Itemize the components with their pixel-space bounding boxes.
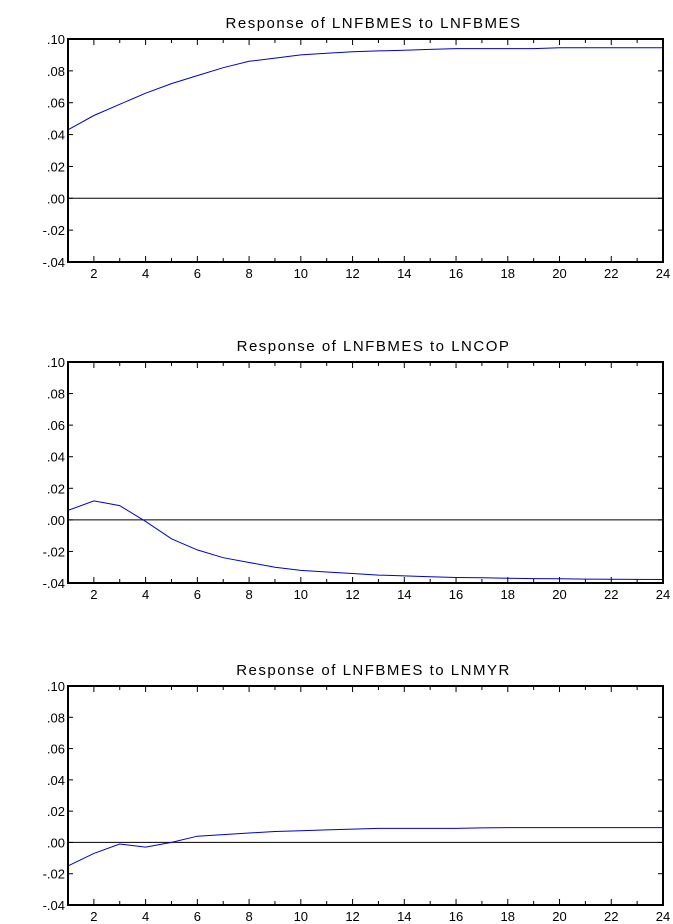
y-tick-label: .10 [47,32,65,47]
x-tick-label: 6 [194,909,201,924]
y-tick-label: -.04 [43,255,65,270]
y-tick-label: -.02 [43,223,65,238]
x-tick-label: 22 [604,266,618,281]
y-tick-label: .02 [47,804,65,819]
x-tick-label: 24 [656,587,670,602]
x-tick-label: 18 [501,909,515,924]
y-tick-label: -.02 [43,544,65,559]
x-tick-label: 14 [397,266,411,281]
x-tick-label: 12 [345,909,359,924]
x-tick-label: 4 [142,266,149,281]
x-tick-label: 2 [90,266,97,281]
x-tick-label: 18 [501,587,515,602]
x-tick-label: 16 [449,909,463,924]
x-tick-label: 16 [449,587,463,602]
chart-panel-1: Response of LNFBMES to LNFBMES .10 .08 .06.… [43,15,671,281]
x-tick-label: 22 [604,909,618,924]
x-tick-label: 20 [552,266,566,281]
x-tick-label: 4 [142,909,149,924]
x-tick-label: 24 [656,909,670,924]
y-tick-label: -.02 [43,867,65,882]
y-tick-label: .02 [47,481,65,496]
x-tick-label: 4 [142,587,149,602]
x-tick-label: 8 [245,587,252,602]
y-tick-label: .02 [47,159,65,174]
y-tick-label: .04 [47,128,65,143]
x-tick-label: 10 [294,587,308,602]
x-tick-label: 6 [194,587,201,602]
chart-panel-3: Response of LNFBMES to LNMYR .10 .08 .06 .04… [43,662,671,924]
y-tick-label: .06 [47,418,65,433]
y-tick-label: .10 [47,679,65,694]
y-tick-label: .08 [47,387,65,402]
x-tick-label: 6 [194,266,201,281]
x-tick-label: 22 [604,587,618,602]
response-series-line [67,827,663,867]
x-tick-label: 20 [552,587,566,602]
y-tick-label: .10 [47,355,65,370]
y-tick-label: .00 [47,835,65,850]
y-tick-label: -.04 [43,898,65,913]
x-tick-label: 20 [552,909,566,924]
x-tick-label: 2 [90,909,97,924]
x-tick-label: 18 [501,266,515,281]
x-tick-label: 14 [397,909,411,924]
x-tick-label: 2 [90,587,97,602]
x-tick-label: 14 [397,587,411,602]
plot-frame [67,685,664,906]
y-tick-label: .08 [47,710,65,725]
y-tick-label: .06 [47,742,65,757]
chart-title: Response of LNFBMES to LNFBMES [226,15,522,32]
chart-title: Response of LNFBMES to LNMYR [236,662,511,679]
x-tick-label: 10 [294,909,308,924]
x-tick-label: 8 [245,266,252,281]
y-tick-label: .00 [47,513,65,528]
x-tick-label: 24 [656,266,670,281]
x-tick-label: 16 [449,266,463,281]
y-tick-label: .06 [47,96,65,111]
x-tick-label: 12 [345,266,359,281]
response-series-line [67,47,663,131]
y-tick-label: .04 [47,773,65,788]
y-tick-label: .00 [47,191,65,206]
x-tick-label: 12 [345,587,359,602]
response-series-line [67,500,664,580]
y-tick-label: .08 [47,64,65,79]
chart-panel-2: Response of LNFBMES to LNCOP .10 .08 .06 .04… [43,338,671,602]
plot-frame [67,361,664,584]
x-tick-label: 10 [294,266,308,281]
y-tick-label: -.04 [43,576,65,591]
y-tick-label: .04 [47,450,65,465]
chart-title: Response of LNFBMES to LNCOP [237,338,511,355]
plot-frame [67,38,664,263]
x-tick-label: 8 [245,909,252,924]
